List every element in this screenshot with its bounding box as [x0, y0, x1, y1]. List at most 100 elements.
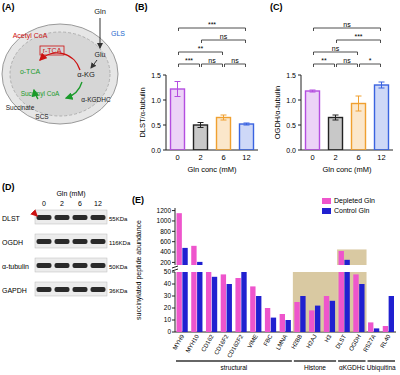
y-tick-label: 1.5 [151, 72, 161, 79]
bar [353, 274, 358, 332]
y-tick-label: 30 [164, 292, 172, 299]
blot-title: Gln (mM) [56, 190, 85, 198]
y-label: OGDH/α-tubulin [273, 86, 282, 140]
error-bar [221, 115, 227, 120]
y-tick [298, 125, 301, 126]
y-axis [301, 75, 302, 150]
y-tick [172, 320, 175, 321]
error-cap [333, 120, 339, 121]
x-tick-label: 12 [377, 153, 385, 162]
band [91, 239, 106, 244]
significance-bracket [202, 40, 246, 43]
error-cap [175, 96, 181, 97]
bar [374, 328, 379, 332]
significance-label: *** [354, 33, 362, 40]
x-tick-label: 6 [221, 153, 225, 162]
bar [177, 213, 182, 265]
error-cap [310, 90, 316, 91]
bar [256, 296, 261, 332]
significance-label: *** [185, 57, 193, 64]
y-tick [163, 125, 166, 126]
y-tick-label: 400 [160, 248, 171, 255]
lane-label: 2 [60, 200, 64, 207]
x-tick-label: DLST [334, 333, 347, 350]
bar [344, 260, 349, 265]
size-label: 116KDa [109, 240, 131, 246]
axis-break [172, 269, 178, 271]
bar [191, 246, 196, 265]
diagram-label: Succinate [6, 104, 35, 111]
diagram-label: o-TCA [20, 68, 41, 75]
group-line [368, 360, 395, 362]
y-tick [172, 296, 175, 297]
y-tick [172, 332, 175, 333]
bar [240, 124, 254, 150]
bar [235, 278, 240, 332]
bar [368, 322, 373, 332]
y-tick [172, 252, 175, 253]
significance-label: ns [208, 57, 216, 64]
error-cap [356, 111, 362, 112]
y-tick [298, 100, 301, 101]
y-tick [172, 241, 175, 242]
significance-bracket [179, 28, 246, 31]
bar [265, 308, 270, 332]
lane-label: 6 [78, 200, 82, 207]
y-tick-label: 1.0 [151, 97, 161, 104]
y-label: DLST/α-tubulin [138, 87, 147, 137]
error-cap [379, 82, 385, 83]
x-tick-label: RL40 [379, 333, 392, 349]
o-tca-arrow [66, 82, 82, 98]
x-tick-label: H3 [324, 333, 333, 343]
y-axis [175, 272, 176, 332]
error-bar [310, 90, 316, 92]
y-tick-label: 600 [160, 238, 171, 245]
bar [300, 296, 305, 332]
band [73, 239, 88, 244]
lane-label: 12 [94, 200, 102, 207]
plot-area [171, 82, 254, 151]
group-label: structural [221, 364, 248, 371]
x-tick-label: VIME [246, 334, 259, 350]
error-line [335, 115, 336, 120]
significance-bracket [179, 52, 223, 55]
error-bar [244, 123, 250, 125]
y-tick-label: 10 [164, 316, 172, 323]
x-tick-label: MYH9 [172, 333, 186, 351]
bar [171, 89, 185, 150]
y-tick-label: 0.0 [151, 147, 161, 154]
y-tick [172, 272, 175, 273]
y-tick [172, 231, 175, 232]
y-tick [172, 210, 175, 211]
group-highlight [293, 272, 337, 332]
y-tick-label: 200 [160, 259, 171, 266]
x-tick-label: 0 [175, 153, 179, 162]
y-tick-label: 0.5 [151, 122, 161, 129]
y-tick-label: 20 [164, 304, 172, 311]
bar [286, 320, 291, 332]
glu-arrow [91, 60, 97, 68]
bar [194, 125, 208, 150]
y-tick [172, 262, 175, 263]
band [37, 239, 52, 244]
error-bar [379, 82, 385, 88]
y-tick [172, 284, 175, 285]
error-bar [198, 123, 204, 128]
bar [182, 248, 187, 265]
error-cap [310, 92, 316, 93]
bar [375, 85, 389, 150]
significance-label: ** [198, 45, 204, 52]
y-tick-label: 800 [160, 228, 171, 235]
bar [250, 286, 255, 332]
bar [359, 284, 364, 332]
band [55, 287, 70, 292]
band [55, 263, 70, 268]
y-tick [298, 150, 301, 151]
significance-label: * [369, 57, 372, 64]
group-label: αKGDHc [339, 364, 366, 371]
blot-strip [35, 258, 107, 272]
error-line [223, 115, 224, 120]
significance-bracket [314, 52, 358, 55]
diagram-label: SCS [35, 113, 49, 120]
y-label: succinylated peptide abundance [135, 220, 143, 320]
